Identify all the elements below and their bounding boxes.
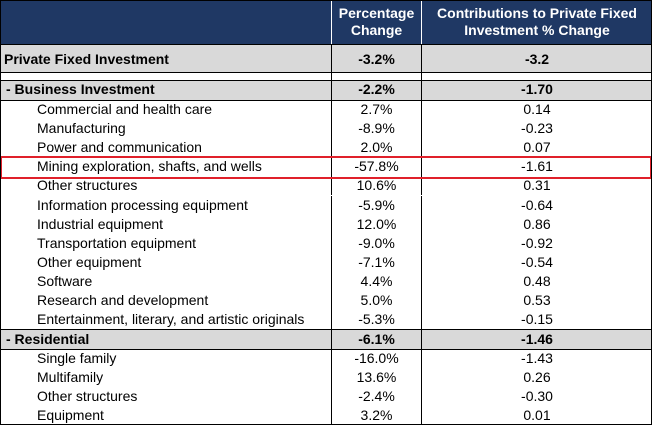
row-contrib: 0.86 [523, 215, 551, 232]
total-contrib: -3.2 [524, 51, 550, 67]
row-contrib: -0.54 [521, 253, 553, 270]
table-row: Single family -16.0% -1.43 [0, 349, 652, 368]
row-contrib: 0.48 [523, 272, 551, 289]
row-pct: -9.0% [358, 234, 395, 251]
header-percentage-line2: Change [350, 22, 403, 38]
row-label: Power and communication [37, 139, 202, 156]
table-row: Multifamily 13.6% 0.26 [0, 368, 652, 387]
row-label: Mining exploration, shafts, and wells [37, 158, 262, 175]
row-label: Other structures [37, 388, 138, 404]
row-pct: 2.7% [360, 101, 393, 117]
row-contrib: 0.14 [523, 101, 551, 117]
total-bottom-line [0, 72, 652, 73]
row-contrib: -1.43 [521, 350, 553, 366]
row-label: Other equipment [37, 253, 142, 270]
row-label: Multifamily [37, 369, 104, 385]
header-contributions-line1: Contributions to Private Fixed [437, 5, 637, 21]
row-pct: 4.4% [360, 272, 393, 289]
row-pct: -5.9% [358, 196, 395, 213]
table-row: Research and development 5.0% 0.53 [0, 291, 652, 311]
table-row: Information processing equipment -5.9% -0.… [0, 195, 652, 215]
table-row: Industrial equipment 12.0% 0.86 [0, 214, 652, 234]
row-pct: -57.8% [354, 158, 399, 175]
table-row: Manufacturing -8.9% -0.23 [0, 119, 652, 139]
business-label: - Business Investment [6, 81, 155, 97]
row-contrib: 0.31 [523, 177, 551, 194]
row-contrib: 0.07 [523, 139, 551, 156]
row-pct: 2.0% [360, 139, 393, 156]
business-section-row: - Business Investment -2.2% -1.70 [0, 80, 652, 100]
header-percentage-line1: Percentage [338, 5, 415, 21]
table-row: Software 4.4% 0.48 [0, 271, 652, 291]
spacer-row [0, 72, 652, 80]
row-pct: 13.6% [356, 369, 397, 385]
row-label: Transportation equipment [37, 234, 197, 251]
row-pct: -8.9% [358, 120, 395, 137]
row-label: Entertainment, literary, and artistic or… [37, 311, 305, 328]
residential-contrib: -1.46 [521, 331, 553, 347]
residential-section-row: - Residential -6.1% -1.46 [0, 330, 652, 349]
row-pct: 3.2% [360, 407, 393, 423]
row-label: Other structures [37, 177, 138, 194]
table-row: Transportation equipment -9.0% -0.92 [0, 233, 652, 253]
table-row: Mining exploration, shafts, and wells -57… [0, 157, 652, 177]
table-row: Entertainment, literary, and artistic or… [0, 310, 652, 330]
row-label: Information processing equipment [37, 196, 248, 213]
total-row: Private Fixed Investment -3.2% -3.2 [0, 45, 652, 72]
residential-pct: -6.1% [358, 331, 395, 347]
row-contrib: -0.30 [521, 388, 553, 404]
business-pct: -2.2% [358, 81, 395, 97]
business-contrib: -1.70 [521, 81, 553, 97]
row-pct: -5.3% [358, 311, 395, 328]
header-bottom-line [0, 44, 652, 45]
spacer-bottom-line [0, 80, 652, 81]
residential-top-line [0, 329, 652, 330]
row-contrib: 0.53 [523, 292, 551, 308]
table-row: Other structures 10.6% 0.31 [0, 176, 652, 196]
total-label: Private Fixed Investment [4, 51, 169, 67]
row-pct: -7.1% [358, 253, 395, 270]
row-contrib: -0.64 [521, 196, 553, 213]
table-row: Equipment 3.2% 0.01 [0, 406, 652, 425]
table-row: Commercial and health care 2.7% 0.14 [0, 100, 652, 120]
total-pct: -3.2% [358, 51, 395, 67]
business-bottom-line [0, 100, 652, 101]
row-label: Commercial and health care [37, 101, 213, 117]
header-contributions: Contributions to Private Fixed Investmen… [421, 0, 652, 44]
row-label: Equipment [37, 407, 104, 423]
residential-label: - Residential [6, 331, 90, 347]
table-row: Power and communication 2.0% 0.07 [0, 138, 652, 158]
row-label: Industrial equipment [37, 215, 164, 232]
row-label: Research and development [37, 292, 209, 308]
row-label: Single family [37, 350, 117, 366]
row-contrib: -0.92 [521, 234, 553, 251]
row-label: Software [37, 272, 93, 289]
row-pct: 5.0% [360, 292, 393, 308]
table-header: Percentage Change Contributions to Priva… [0, 0, 652, 44]
row-contrib: -0.23 [521, 120, 553, 137]
table-row: Other equipment -7.1% -0.54 [0, 252, 652, 272]
table-row: Other structures -2.4% -0.30 [0, 387, 652, 406]
row-contrib: 0.26 [523, 369, 551, 385]
header-blank-cell [0, 0, 331, 44]
row-contrib: -0.15 [521, 311, 553, 328]
header-contributions-line2: Investment % Change [464, 22, 610, 38]
row-pct: -16.0% [354, 350, 399, 366]
row-contrib: -1.61 [521, 158, 553, 175]
residential-bottom-line [0, 349, 652, 350]
header-percentage-change: Percentage Change [331, 0, 421, 44]
row-label: Manufacturing [37, 120, 126, 137]
row-pct: 10.6% [356, 177, 397, 194]
row-pct: 12.0% [356, 215, 397, 232]
row-pct: -2.4% [358, 388, 395, 404]
row-contrib: 0.01 [523, 407, 551, 423]
